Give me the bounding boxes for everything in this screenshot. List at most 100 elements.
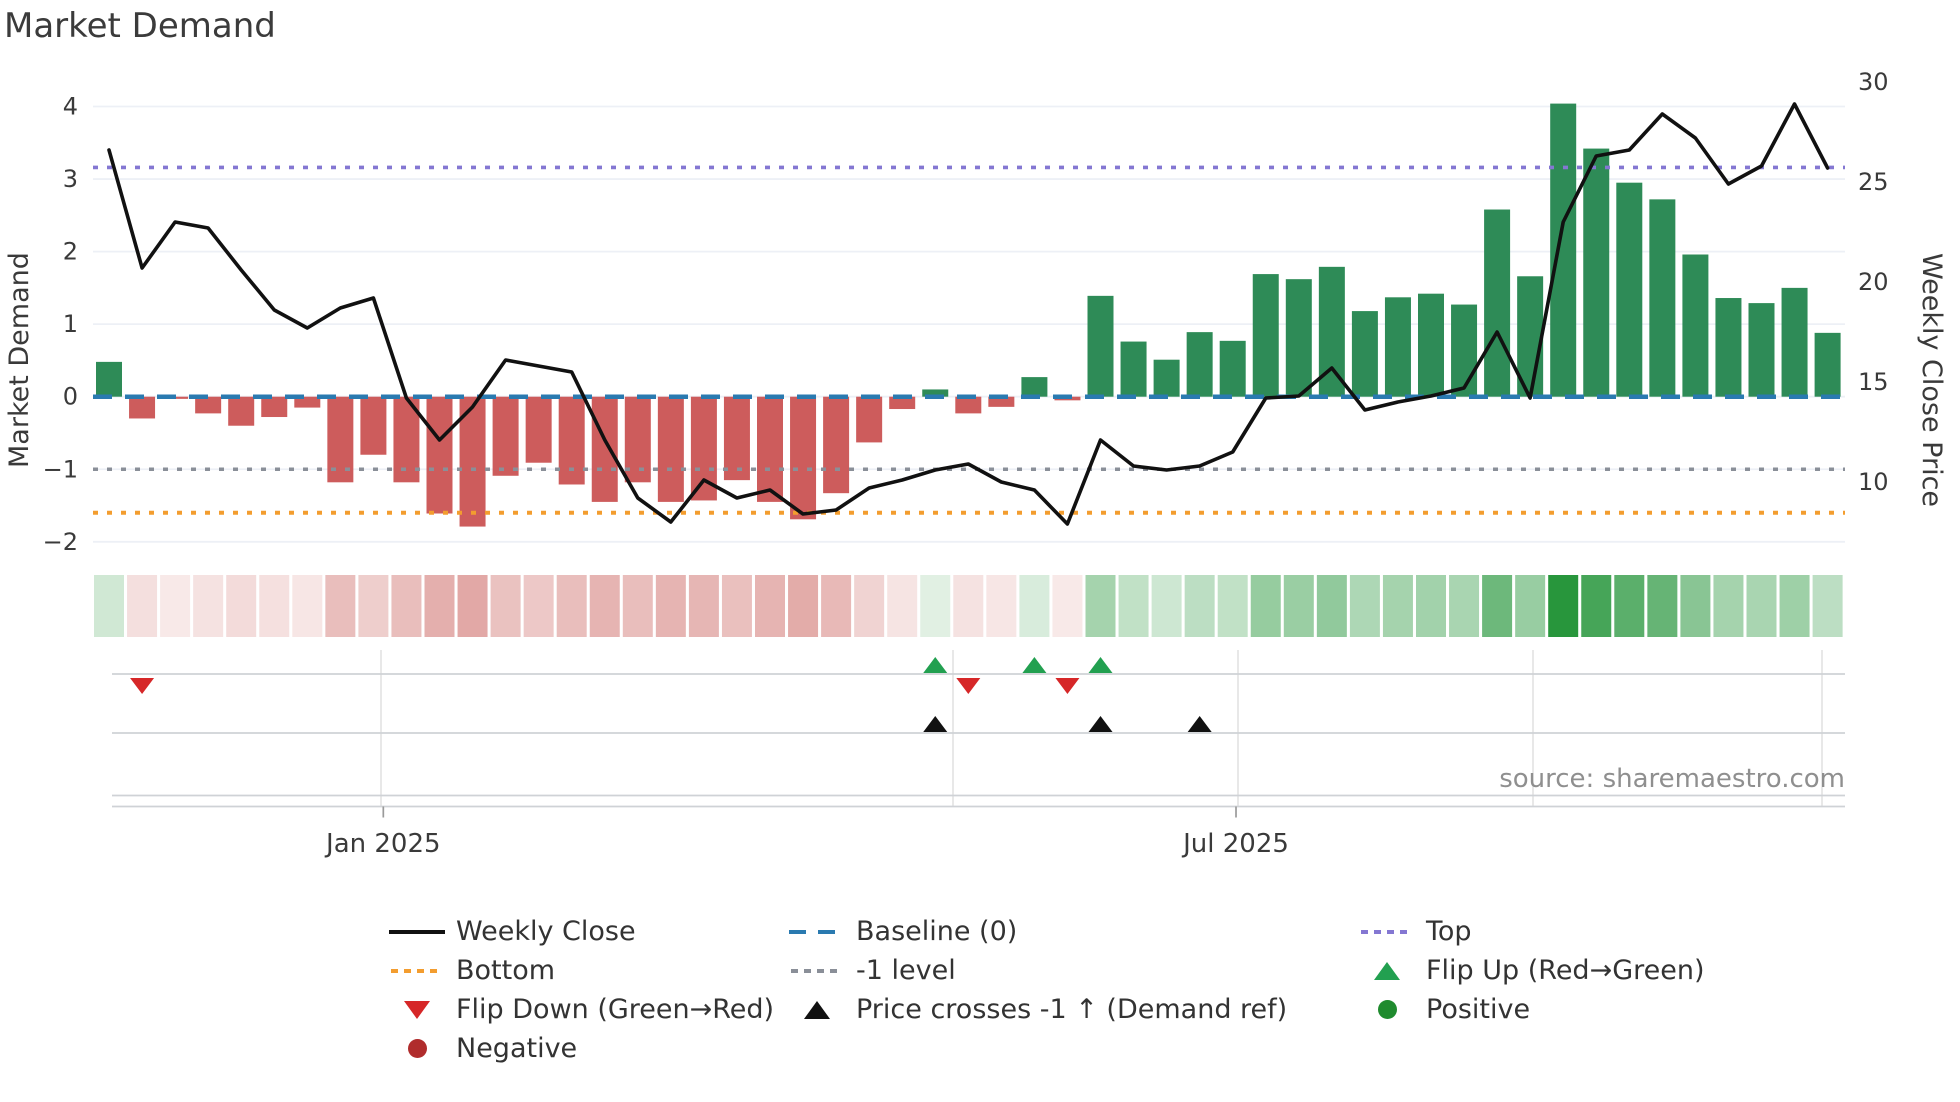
heatmap-cell: [193, 575, 224, 637]
line-legend-icon: [388, 929, 446, 934]
heatmap-cell: [1416, 575, 1446, 637]
demand-bar: [1451, 304, 1478, 397]
price-cross-marker: [923, 716, 948, 732]
demand-bar: [1583, 148, 1610, 397]
heatmap-cell: [226, 575, 257, 637]
demand-bar: [1219, 340, 1246, 397]
heatmap-cell: [589, 575, 620, 637]
demand-bar: [1715, 298, 1742, 397]
heatmap-cell: [1482, 575, 1513, 637]
heatmap-cell: [655, 575, 686, 637]
heatmap-cell: [788, 575, 819, 637]
demand-bar: [889, 396, 916, 410]
legend-column: Weekly Close Bottom Flip Down (Green→Red) N…: [388, 912, 774, 1068]
heatmap-cell: [1614, 575, 1645, 637]
demand-bar: [228, 396, 255, 426]
heatmap-cell: [358, 575, 389, 637]
demand-bar: [426, 396, 453, 514]
demand-bar: [988, 396, 1015, 407]
demand-bar: [1748, 303, 1775, 397]
demand-bar: [757, 396, 783, 502]
demand-bar: [1550, 103, 1577, 397]
demand-bar: [1351, 311, 1378, 397]
legend-label: -1 level: [856, 955, 956, 986]
legend-item: -1 level: [788, 951, 1287, 990]
demand-bar: [1616, 182, 1643, 397]
legend-label: Price crosses -1 ↑ (Demand ref): [856, 994, 1288, 1025]
heatmap-cell: [292, 575, 323, 637]
demand-bar: [1384, 297, 1411, 397]
heatmap-cell: [953, 575, 984, 637]
heatmap-cell: [1085, 575, 1116, 637]
demand-bar: [459, 396, 486, 527]
right-tick-label: 20: [1858, 268, 1889, 296]
heatmap-cell: [424, 575, 455, 637]
heatmap-cell: [1779, 575, 1810, 637]
heatmap-cell: [1515, 575, 1546, 637]
right-tick-label: 25: [1858, 168, 1889, 196]
heatmap-cell: [556, 575, 587, 637]
legend-item: Negative: [388, 1029, 774, 1068]
flip-up-marker: [1088, 657, 1113, 673]
demand-bar: [955, 396, 982, 414]
left-tick-label: 3: [63, 165, 78, 193]
demand-bar: [591, 396, 618, 502]
demand-bar: [558, 396, 585, 485]
source-credit: source: sharemaestro.com: [1499, 764, 1845, 794]
circle-glyph: [407, 1039, 427, 1058]
heatmap-cell: [160, 575, 191, 637]
page-title: Market Demand: [4, 6, 276, 46]
legend-item: Flip Down (Green→Red): [388, 990, 774, 1029]
demand-bar: [261, 396, 288, 418]
heatmap-cell: [920, 575, 951, 637]
legend-item: Price crosses -1 ↑ (Demand ref): [788, 990, 1287, 1029]
left-tick-label: −1: [43, 455, 78, 483]
right-tick-label: 30: [1858, 68, 1889, 96]
demand-bar: [492, 396, 519, 476]
heatmap-cell: [94, 575, 124, 637]
left-tick-label: 1: [63, 310, 78, 338]
legend-item: Weekly Close: [388, 912, 774, 951]
demand-bar: [360, 396, 387, 455]
heatmap-cell: [1581, 575, 1612, 637]
tri-down-glyph: [404, 1000, 430, 1019]
heatmap-cell: [1052, 575, 1083, 637]
x-tick-label: Jan 2025: [324, 829, 441, 859]
x-tick-label: Jul 2025: [1181, 829, 1289, 859]
heatmap-cell: [1647, 575, 1678, 637]
dotted-glyph: [391, 968, 443, 973]
legend-label: Weekly Close: [456, 916, 636, 947]
price-cross-marker: [1088, 716, 1113, 732]
legend-label: Baseline (0): [856, 916, 1018, 947]
dotted-glyph: [791, 968, 843, 973]
demand-bar: [1120, 341, 1147, 397]
circle-legend-icon: [388, 1039, 446, 1058]
dashed-legend-icon: [788, 929, 846, 934]
demand-bar: [129, 396, 156, 419]
flip-down-marker: [956, 678, 981, 694]
legend-item: Baseline (0): [788, 912, 1287, 951]
demand-bar: [525, 396, 552, 463]
left-tick-label: 2: [63, 238, 78, 266]
legend-item: Flip Up (Red→Green): [1358, 951, 1705, 990]
heatmap-cell: [490, 575, 521, 637]
heatmap-cell: [821, 575, 852, 637]
left-tick-label: 4: [63, 93, 78, 121]
tri-down-legend-icon: [388, 1000, 446, 1019]
heatmap-cell: [1316, 575, 1347, 637]
line-glyph: [389, 929, 445, 934]
demand-bar: [1649, 199, 1676, 397]
tri-up-glyph: [1374, 961, 1400, 980]
weekly-close-line: [107, 102, 1830, 526]
circle-legend-icon: [1358, 1000, 1416, 1019]
left-axis-title: Market Demand: [4, 252, 35, 468]
left-tick-label: −2: [43, 528, 78, 556]
heatmap-cell: [1118, 575, 1149, 637]
heatmap-cell: [688, 575, 719, 637]
heatmap-cell: [1151, 575, 1182, 637]
dotted-legend-icon: [788, 968, 846, 973]
demand-bar: [723, 396, 750, 481]
heatmap-cell: [887, 575, 918, 637]
heatmap-cell: [1680, 575, 1711, 637]
demand-bar: [922, 389, 949, 397]
